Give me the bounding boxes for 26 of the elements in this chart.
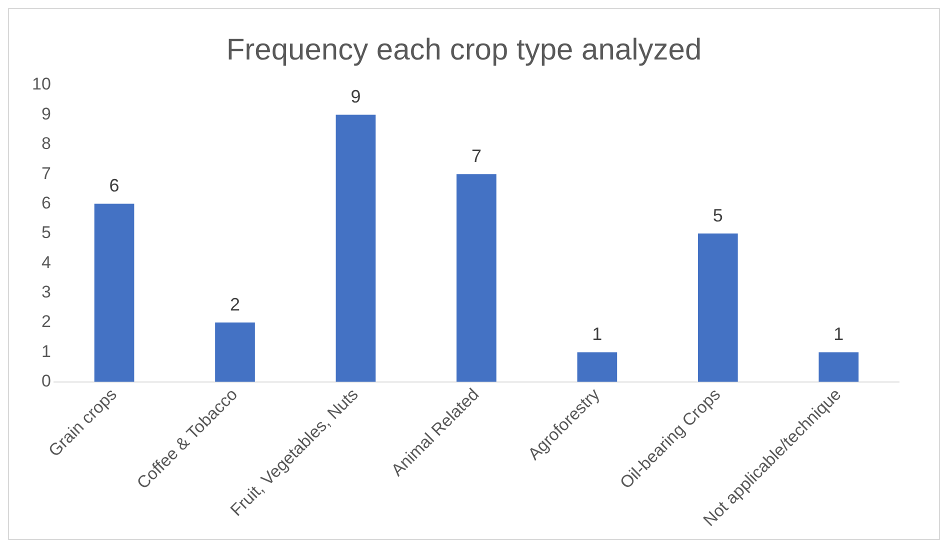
y-tick-label: 10 [32,74,51,94]
data-label: 1 [834,324,844,344]
bar [94,204,134,382]
data-label: 2 [230,294,240,315]
data-label: 5 [712,205,723,226]
y-tick-label: 5 [41,223,51,242]
bar [456,174,496,382]
y-tick-label: 4 [41,252,51,272]
y-tick-label: 2 [41,312,51,332]
bar [818,352,859,382]
y-tick-label: 1 [41,342,51,361]
y-tick-label: 6 [41,193,51,212]
data-label: 1 [592,324,602,344]
y-tick-label: 3 [41,282,51,302]
bar [577,352,618,382]
data-label: 7 [471,146,482,166]
y-tick-label: 9 [41,104,51,124]
chart-title: Frequency each crop type analyzed [226,33,702,66]
y-tick-label: 7 [41,164,51,183]
bar [215,322,255,382]
bar [336,114,376,382]
bar [698,233,738,382]
y-tick-label: 0 [41,372,51,391]
y-tick-label: 8 [41,134,51,154]
data-label: 6 [109,176,120,196]
data-label: 9 [350,86,361,107]
